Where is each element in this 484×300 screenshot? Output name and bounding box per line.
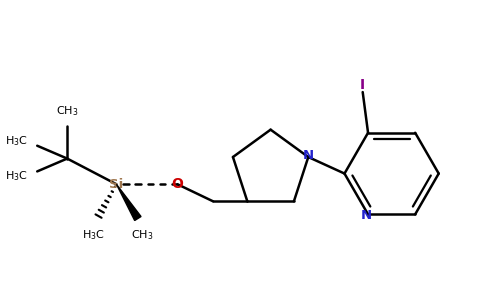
Text: N: N: [302, 149, 314, 163]
Text: O: O: [171, 177, 183, 191]
Text: CH$_3$: CH$_3$: [56, 104, 78, 118]
Text: I: I: [360, 78, 365, 92]
Text: H$_3$C: H$_3$C: [5, 169, 28, 183]
Text: N: N: [361, 209, 372, 222]
Text: Si: Si: [109, 178, 123, 191]
Text: H$_3$C: H$_3$C: [5, 134, 28, 148]
Text: CH$_3$: CH$_3$: [131, 228, 153, 242]
Polygon shape: [117, 184, 141, 220]
Text: H$_3$C: H$_3$C: [82, 228, 106, 242]
